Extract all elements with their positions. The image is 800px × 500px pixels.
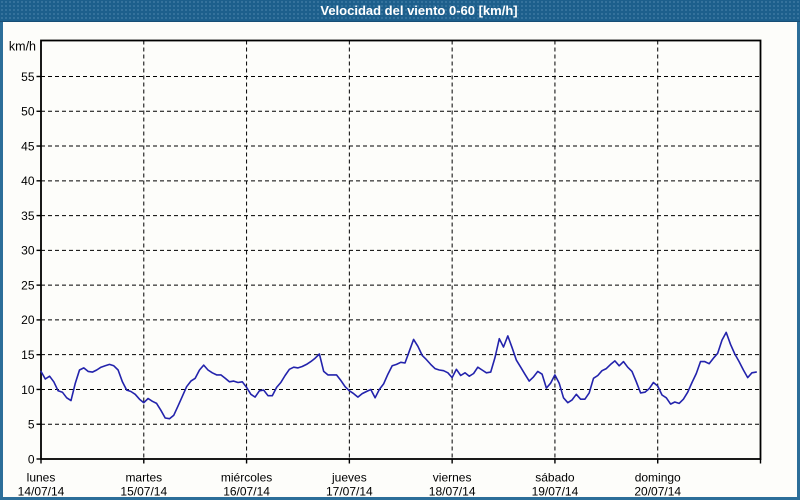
y-tick-label-5: 5 [28, 418, 35, 432]
x-label-date-domingo: 20/07/14 [634, 485, 681, 498]
chart-content: 0 5 10 15 20 25 30 35 40 45 50 55 lunes 14/07/14 marte… [3, 22, 797, 497]
y-tick-label-50: 50 [21, 105, 35, 119]
x-label-date-martes: 15/07/14 [120, 485, 167, 498]
y-tick-label-15: 15 [21, 348, 35, 362]
y-tick-label-0: 0 [28, 452, 35, 466]
y-tick-label-25: 25 [21, 278, 35, 292]
x-label-date-miércoles: 16/07/14 [223, 485, 270, 498]
y-tick-label-35: 35 [21, 209, 35, 223]
x-label-day-domingo: domingo [635, 471, 681, 485]
chart-title: Velocidad del viento 0-60 [km/h] [320, 3, 518, 18]
x-label-date-jueves: 17/07/14 [326, 485, 373, 498]
y-axis-unit-label: km/h [9, 40, 36, 54]
x-label-day-sábado: sábado [535, 471, 575, 485]
x-label-date-viernes: 18/07/14 [429, 485, 476, 498]
x-label-date-sábado: 19/07/14 [532, 485, 579, 498]
wind-speed-series-line [40, 331, 758, 420]
y-tick-label-10: 10 [21, 383, 35, 397]
y-tick-label-45: 45 [21, 139, 35, 153]
x-label-date-lunes: 14/07/14 [18, 485, 65, 498]
y-tick-label-20: 20 [21, 313, 35, 327]
x-label-day-lunes: lunes [27, 471, 56, 485]
y-tick-label-40: 40 [21, 174, 35, 188]
x-label-day-martes: martes [125, 471, 162, 485]
x-label-day-viernes: viernes [433, 471, 472, 485]
y-tick-label-30: 30 [21, 244, 35, 258]
title-bar: Velocidad del viento 0-60 [km/h] [0, 0, 800, 22]
plot-border [40, 39, 762, 460]
x-label-day-jueves: jueves [331, 471, 367, 485]
y-tick-label-55: 55 [21, 70, 35, 84]
x-label-day-miércoles: miércoles [221, 471, 272, 485]
